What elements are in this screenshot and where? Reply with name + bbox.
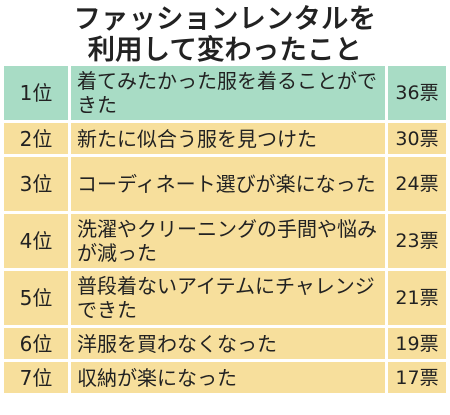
rank-cell: 1位	[4, 66, 68, 120]
ranking-row: 7位 収納が楽になった 17票	[4, 362, 446, 393]
item-cell: 着てみたかった服を着ることができた	[71, 66, 385, 120]
item-cell: 収納が楽になった	[71, 362, 385, 393]
item-cell: 新たに似合う服を見つけた	[71, 123, 385, 154]
item-cell: 洗濯やクリーニングの手間や悩みが減った	[71, 214, 385, 268]
ranking-row: 3位 コーディネート選びが楽になった 24票	[4, 157, 446, 211]
votes-cell: 30票	[388, 123, 446, 154]
item-cell: コーディネート選びが楽になった	[71, 157, 385, 211]
rank-cell: 5位	[4, 271, 68, 325]
ranking-row: 6位 洋服を買わなくなった 19票	[4, 328, 446, 359]
votes-cell: 36票	[388, 66, 446, 120]
votes-cell: 24票	[388, 157, 446, 211]
item-cell: 洋服を買わなくなった	[71, 328, 385, 359]
ranking-row: 2位 新たに似合う服を見つけた 30票	[4, 123, 446, 154]
rank-cell: 3位	[4, 157, 68, 211]
votes-cell: 17票	[388, 362, 446, 393]
ranking-table: 1位 着てみたかった服を着ることができた 36票 2位 新たに似合う服を見つけた…	[4, 66, 446, 393]
rank-cell: 7位	[4, 362, 68, 393]
votes-cell: 23票	[388, 214, 446, 268]
votes-cell: 19票	[388, 328, 446, 359]
rank-cell: 6位	[4, 328, 68, 359]
title-line-2: 利用して変わったこと	[87, 35, 363, 66]
chart-title: ファッションレンタルを 利用して変わったこと	[0, 4, 450, 66]
ranking-row: 5位 普段着ないアイテムにチャレンジできた 21票	[4, 271, 446, 325]
votes-cell: 21票	[388, 271, 446, 325]
title-line-1: ファッションレンタルを	[73, 4, 377, 35]
item-cell: 普段着ないアイテムにチャレンジできた	[71, 271, 385, 325]
ranking-row: 1位 着てみたかった服を着ることができた 36票	[4, 66, 446, 120]
rank-cell: 4位	[4, 214, 68, 268]
ranking-row: 4位 洗濯やクリーニングの手間や悩みが減った 23票	[4, 214, 446, 268]
rank-cell: 2位	[4, 123, 68, 154]
